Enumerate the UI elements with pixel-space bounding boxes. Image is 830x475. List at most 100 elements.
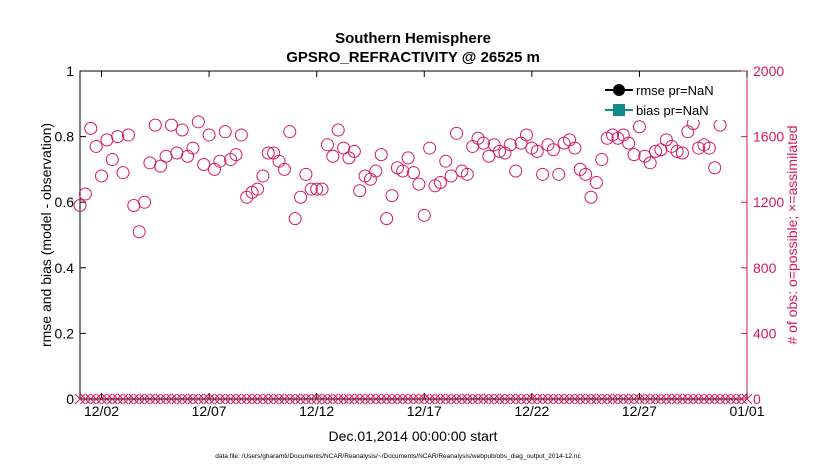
obs-possible-point — [342, 151, 356, 165]
obs-possible-point — [78, 187, 92, 201]
obs-possible-point — [202, 128, 216, 142]
obs-possible-point — [584, 190, 598, 204]
obs-assimilated-point — [580, 393, 591, 405]
obs-possible-point — [519, 128, 533, 142]
obs-possible-point — [503, 138, 517, 152]
obs-possible-point — [191, 115, 205, 129]
obs-assimilated-point — [558, 393, 570, 405]
obs-assimilated-point — [478, 393, 489, 405]
x-tick-label: 12/27 — [622, 403, 657, 419]
obs-assimilated-point — [741, 393, 753, 405]
obs-assimilated-point — [139, 393, 150, 405]
obs-assimilated-point — [187, 393, 199, 405]
obs-possible-point — [493, 144, 507, 158]
obs-assimilated-point — [284, 393, 296, 405]
obs-assimilated-point — [236, 393, 247, 405]
obs-possible-point — [708, 161, 722, 175]
obs-possible-point — [401, 151, 415, 165]
obs-assimilated-point — [440, 393, 452, 405]
obs-assimilated-point — [693, 393, 704, 405]
obs-possible-point — [417, 208, 431, 222]
obs-possible-point — [536, 167, 550, 181]
obs-possible-point — [530, 144, 544, 158]
obs-assimilated-point — [730, 393, 742, 405]
obs-possible-point — [331, 123, 345, 137]
obs-assimilated-point — [424, 393, 435, 405]
obs-possible-point — [374, 148, 388, 162]
obs-assimilated-point — [305, 393, 317, 405]
legend-bias-label: bias pr=NaN — [636, 103, 709, 118]
obs-possible-point — [509, 164, 523, 178]
right-tick-label: 800 — [753, 260, 777, 276]
assimilated-series — [74, 393, 753, 405]
possible-series — [73, 115, 727, 239]
obs-assimilated-point — [429, 393, 441, 405]
obs-assimilated-point — [488, 393, 500, 405]
obs-assimilated-point — [203, 393, 215, 405]
legend-rmse-marker — [613, 84, 625, 96]
obs-assimilated-point — [623, 393, 635, 405]
obs-possible-point — [471, 131, 485, 145]
obs-assimilated-point — [612, 393, 624, 405]
obs-assimilated-point — [348, 393, 360, 405]
obs-possible-point — [111, 130, 125, 144]
obs-possible-point — [121, 128, 135, 142]
left-axis: 0 0.2 0.4 0.6 0.8 1 — [55, 63, 86, 407]
obs-assimilated-point — [542, 393, 554, 405]
obs-possible-point — [476, 136, 490, 150]
obs-assimilated-point — [639, 393, 651, 405]
obs-assimilated-point — [241, 393, 253, 405]
obs-possible-point — [369, 164, 383, 178]
obs-possible-point — [277, 162, 291, 176]
obs-assimilated-point — [332, 393, 344, 405]
obs-assimilated-point — [553, 393, 565, 405]
obs-possible-point — [267, 146, 281, 160]
obs-assimilated-point — [472, 393, 484, 405]
obs-possible-point — [487, 138, 501, 152]
obs-assimilated-point — [671, 393, 683, 405]
obs-assimilated-point — [230, 393, 242, 405]
legend-bias-marker — [613, 104, 625, 116]
obs-assimilated-point — [569, 393, 581, 405]
obs-assimilated-point — [655, 393, 667, 405]
obs-possible-point — [659, 133, 673, 147]
footer-data-file: data file: /Users/gharamti/Documents/NCA… — [215, 453, 581, 460]
obs-assimilated-point — [316, 393, 328, 405]
obs-possible-point — [164, 118, 178, 132]
obs-possible-point — [595, 153, 609, 167]
obs-possible-point — [627, 148, 641, 162]
right-tick-label: 400 — [753, 325, 777, 341]
legend: rmse pr=NaN bias pr=NaN — [601, 80, 733, 120]
obs-assimilated-point — [445, 393, 457, 405]
obs-assimilated-point — [714, 393, 726, 405]
obs-assimilated-point — [273, 393, 285, 405]
obs-possible-point — [460, 167, 474, 181]
obs-assimilated-point — [467, 393, 479, 405]
obs-assimilated-point — [171, 393, 183, 405]
obs-possible-point — [439, 154, 453, 168]
obs-assimilated-point — [591, 393, 602, 405]
obs-possible-point — [573, 162, 587, 176]
obs-possible-point — [251, 182, 265, 196]
obs-assimilated-point — [660, 393, 672, 405]
obs-assimilated-point — [128, 393, 140, 405]
right-axis: 0 400 800 1200 1600 2000 — [741, 63, 784, 407]
left-tick-label: 0.4 — [55, 260, 75, 276]
obs-possible-point — [514, 136, 528, 150]
obs-possible-point — [675, 146, 689, 160]
obs-assimilated-point — [359, 393, 371, 405]
obs-assimilated-point — [413, 393, 425, 405]
obs-possible-point — [143, 156, 157, 170]
x-tick-label: 12/02 — [84, 403, 119, 419]
obs-possible-point — [288, 212, 302, 226]
obs-assimilated-point — [375, 393, 387, 405]
obs-assimilated-point — [456, 393, 468, 405]
obs-possible-point — [444, 169, 458, 183]
y-axis-label-right: # of obs: o=possible; ×=assimilated — [784, 125, 800, 344]
obs-assimilated-point — [628, 393, 640, 405]
obs-assimilated-point — [176, 393, 188, 405]
obs-possible-point — [310, 182, 324, 196]
x-tick-label: 12/12 — [299, 403, 334, 419]
obs-possible-point — [353, 184, 367, 198]
obs-assimilated-point — [720, 393, 731, 405]
